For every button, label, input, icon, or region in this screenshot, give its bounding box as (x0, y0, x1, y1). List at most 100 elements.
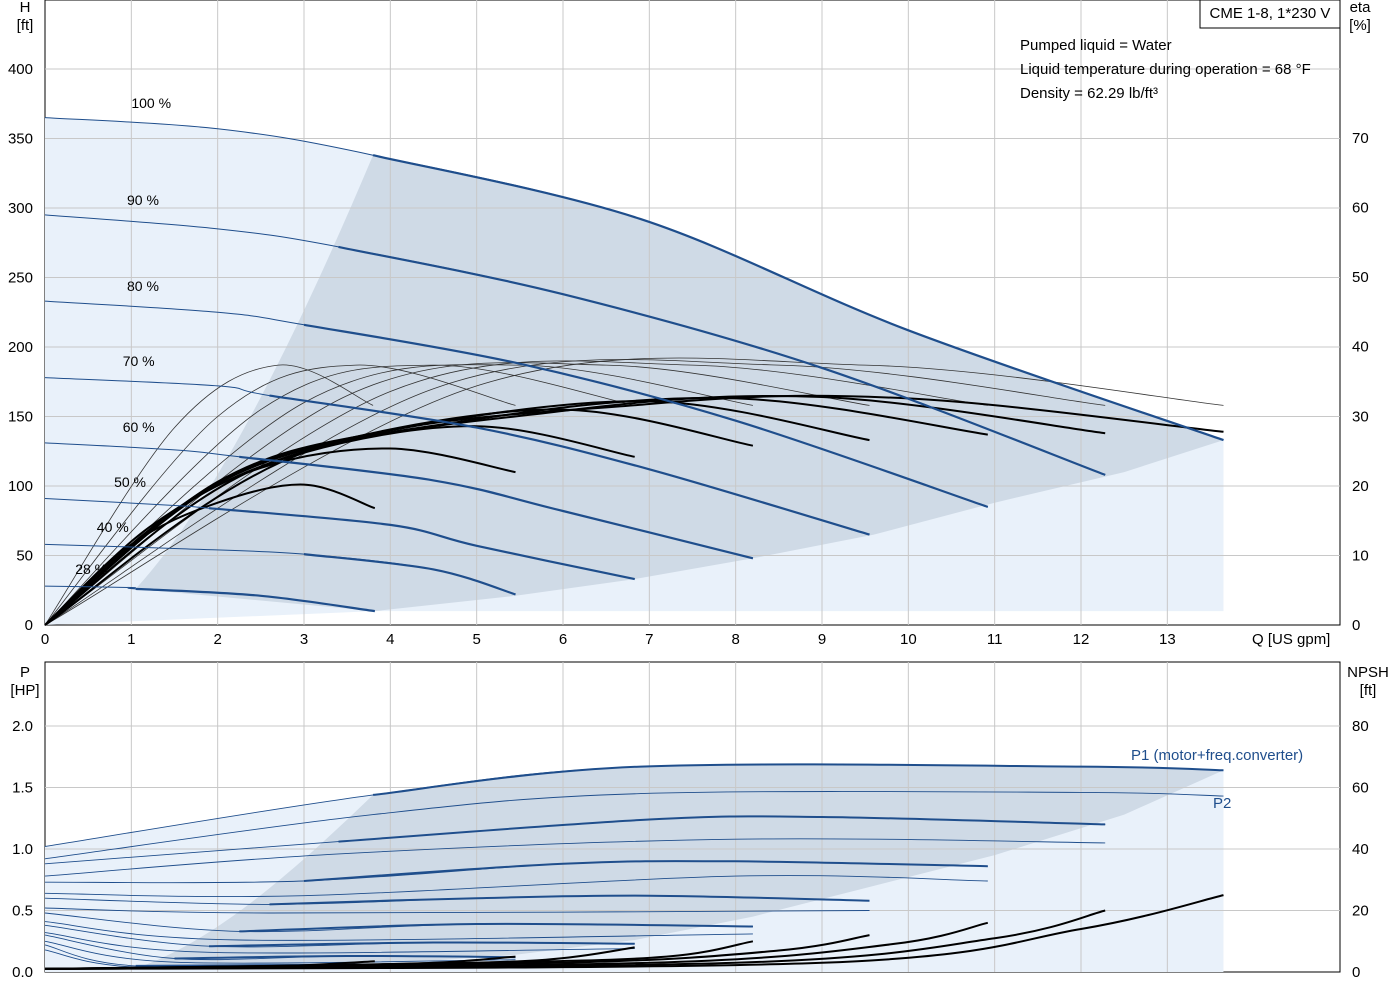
p1-curve (239, 922, 753, 933)
x-axis-title: Q [US gpm] (1252, 631, 1330, 648)
p1-series-label: P1 (motor+freq.converter) (1131, 747, 1303, 764)
efficiency-curve-thin (44, 364, 635, 626)
y2-tick-label: 30 (1352, 408, 1369, 425)
x-tick-label: 6 (559, 631, 567, 648)
head-curve (239, 455, 754, 560)
y-tick-label: 0 (25, 617, 33, 634)
y-tick-label: 250 (8, 270, 33, 287)
p2-curve (44, 875, 988, 898)
p2-series-label: P2 (1213, 795, 1231, 812)
info-line: Pumped liquid = Water (1020, 37, 1172, 54)
info-line: Density = 62.29 lb/ft³ (1020, 85, 1158, 102)
p1-curve (372, 763, 1224, 796)
speed-label: 28 % (75, 561, 107, 577)
y-tick-label: 200 (8, 339, 33, 356)
y-axis-unit: [ft] (17, 17, 34, 34)
head-curve (135, 587, 375, 613)
x-tick-label: 1 (127, 631, 135, 648)
y2-tick-label: 40 (1352, 339, 1369, 356)
y2-axis-unit: [%] (1349, 17, 1371, 34)
x-tick-label: 11 (987, 631, 1003, 648)
p2-curve (44, 940, 516, 964)
y-tick-label: 100 (8, 478, 33, 495)
p2-curve (44, 907, 870, 914)
efficiency-curve (44, 394, 1224, 626)
efficiency-curve-thin (44, 364, 374, 626)
speed-label: 70 % (123, 353, 155, 369)
p1-curve (174, 954, 516, 960)
p1-curve (338, 815, 1106, 843)
y-tick-label: 1.0 (12, 841, 33, 858)
y2-tick-label: 0 (1352, 617, 1360, 634)
y2-tick-label: 20 (1352, 903, 1369, 920)
p2-curve (44, 932, 635, 954)
y2-tick-label: 10 (1352, 547, 1369, 564)
speed-label: 50 % (114, 474, 146, 490)
p1-curve (208, 941, 635, 948)
info-line: Liquid temperature during operation = 68… (1020, 61, 1311, 78)
speed-label: 80 % (127, 278, 159, 294)
y-tick-label: 350 (8, 131, 33, 148)
x-tick-label: 10 (900, 631, 917, 648)
x-tick-label: 2 (213, 631, 221, 648)
efficiency-curve-thin (44, 364, 516, 626)
operating-region (135, 155, 1224, 612)
npsh-curve (44, 894, 1224, 970)
speed-label: 40 % (97, 519, 129, 535)
y-axis-title: P (20, 664, 30, 681)
x-tick-label: 4 (386, 631, 394, 648)
y2-axis-title: NPSH (1347, 664, 1389, 681)
y2-tick-label: 80 (1352, 718, 1369, 735)
head-curve (372, 154, 1224, 442)
y-tick-label: 2.0 (12, 718, 33, 735)
x-tick-label: 12 (1073, 631, 1090, 648)
y2-tick-label: 60 (1352, 780, 1369, 797)
head-curve (208, 507, 635, 581)
y-tick-label: 0.0 (12, 964, 33, 981)
y2-tick-label: 70 (1352, 130, 1369, 147)
x-tick-label: 7 (645, 631, 653, 648)
speed-label: 100 % (131, 95, 171, 111)
y2-tick-label: 50 (1352, 269, 1369, 286)
head-curve (269, 394, 870, 536)
y-tick-label: 0.5 (12, 903, 33, 920)
y-axis-unit: [HP] (10, 682, 39, 699)
chart-title: CME 1-8, 1*230 V (1210, 5, 1331, 22)
speed-label: 60 % (123, 419, 155, 435)
y2-axis-title: eta (1350, 0, 1372, 16)
p2-curve (44, 838, 1106, 877)
operating-region (135, 764, 1224, 969)
head-curve (338, 245, 1106, 476)
efficiency-curve-thin (44, 360, 988, 626)
x-tick-label: 13 (1159, 631, 1176, 648)
y-tick-label: 400 (8, 61, 33, 78)
p1-curve (303, 860, 988, 882)
y2-tick-label: 40 (1352, 841, 1369, 858)
p2-curve (44, 791, 1224, 860)
y-tick-label: 50 (16, 548, 33, 565)
y-tick-label: 300 (8, 200, 33, 217)
efficiency-curve (44, 447, 516, 626)
efficiency-curve-thin (44, 359, 1106, 626)
y2-tick-label: 60 (1352, 200, 1369, 217)
head-efficiency-chart: 0 1 2 3 4 5 6 7 8 9 10 11 12 130501001502002503003504… (8, 0, 1371, 648)
x-tick-label: 3 (300, 631, 308, 648)
head-curve (303, 553, 516, 596)
power-npsh-chart: 0.0 0.5 1.0 1.5 2.0 0 20 40 60 80 P[HP] NPSH[ft] P1 … (10, 661, 1389, 981)
p1-curve (269, 894, 870, 906)
title-box (1199, 0, 1341, 29)
head-curve (303, 323, 989, 508)
speed-label: 90 % (127, 192, 159, 208)
y-tick-label: 150 (8, 409, 33, 426)
y2-tick-label: 0 (1352, 964, 1360, 981)
x-tick-label: 0 (41, 631, 49, 648)
x-tick-label: 8 (731, 631, 739, 648)
efficiency-curve (44, 397, 988, 626)
y-axis-title: H (20, 0, 31, 16)
x-tick-label: 5 (472, 631, 480, 648)
y-tick-label: 1.5 (12, 780, 33, 797)
p2-curve (44, 921, 753, 941)
efficiency-curve-thin (44, 357, 1224, 626)
y2-tick-label: 20 (1352, 478, 1369, 495)
